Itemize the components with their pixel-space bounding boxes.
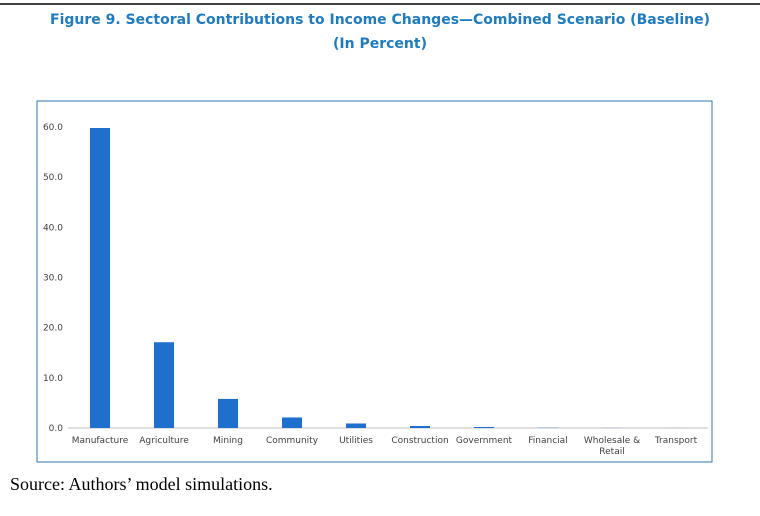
bar bbox=[346, 423, 366, 428]
bar bbox=[218, 398, 238, 428]
bar bbox=[282, 417, 302, 428]
y-tick-label: 20.0 bbox=[43, 324, 63, 334]
chart-title: Figure 9. Sectoral Contributions to Inco… bbox=[50, 12, 710, 28]
x-tick-label: Mining bbox=[213, 436, 243, 446]
x-tick-label: Agriculture bbox=[139, 436, 189, 446]
bar bbox=[154, 342, 174, 428]
bar bbox=[410, 425, 430, 428]
x-tick-label: Government bbox=[455, 436, 513, 446]
chart-subtitle: (In Percent) bbox=[333, 36, 427, 52]
y-tick-label: 0.0 bbox=[49, 424, 64, 434]
source-note: Source: Authors’ model simulations. bbox=[10, 474, 273, 494]
y-tick-label: 40.0 bbox=[43, 223, 63, 233]
x-tick-label: Community bbox=[265, 436, 319, 446]
y-tick-label: 10.0 bbox=[43, 374, 63, 384]
x-tick-label: Manufacture bbox=[71, 436, 129, 446]
x-tick-label: Utilities bbox=[339, 436, 373, 446]
chart-frame bbox=[36, 100, 713, 463]
x-tick-label: Wholesale & Retail bbox=[583, 436, 641, 457]
bar bbox=[474, 426, 494, 428]
y-tick-label: 30.0 bbox=[43, 274, 63, 284]
x-tick-label: Construction bbox=[391, 436, 449, 446]
y-tick-label: 60.0 bbox=[43, 123, 63, 133]
x-tick-label: Transport bbox=[654, 436, 698, 446]
y-tick-label: 50.0 bbox=[43, 173, 63, 183]
x-tick-label: Financial bbox=[528, 436, 568, 446]
bar bbox=[90, 128, 110, 428]
